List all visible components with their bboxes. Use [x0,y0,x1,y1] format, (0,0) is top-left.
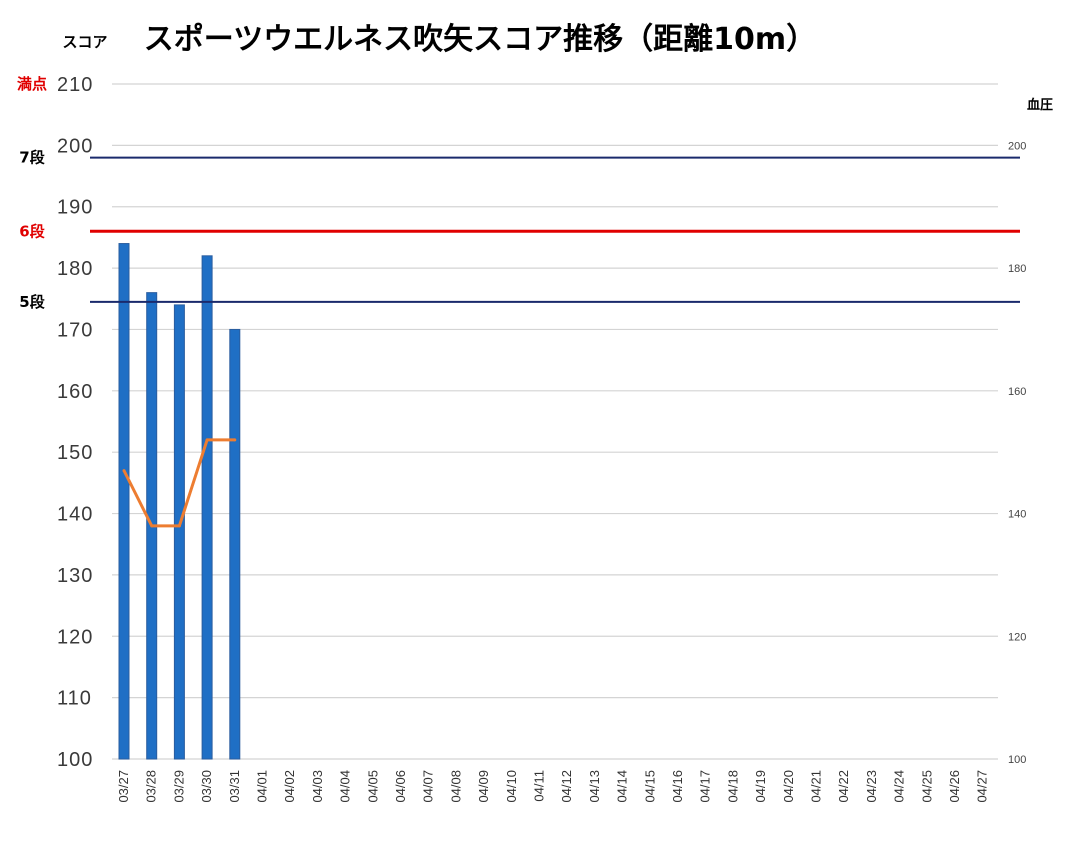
x-tick-label: 04/05 [365,770,380,803]
x-tick-label: 04/21 [809,770,824,803]
y-tick-label: 170 [57,319,93,341]
x-tick-label: 03/27 [116,770,131,803]
x-tick-label: 03/29 [171,770,186,803]
y-tick-label: 130 [57,565,93,587]
y2-tick-label: 100 [1008,754,1026,766]
line-point-03/28 [150,524,154,528]
x-tick-label: 04/01 [255,770,270,803]
x-tick-label: 03/31 [227,770,242,803]
bar-03/29 [173,304,185,760]
y-tick-label: 120 [57,626,93,648]
reference-label: 7段 [19,149,44,167]
x-tick-label: 04/19 [753,770,768,803]
line-point-03/30 [205,438,209,442]
x-tick-label: 04/08 [448,770,463,803]
x-tick-label: 04/11 [532,770,547,802]
x-tick-label: 04/07 [421,770,436,803]
bar-03/27 [118,243,130,760]
bar-series [118,243,241,760]
x-tick-label: 04/12 [559,770,574,803]
x-tick-label: 04/16 [670,770,685,803]
x-tick-label: 04/20 [781,770,796,803]
x-tick-label: 04/24 [892,770,907,803]
y-tick-label: 190 [57,197,93,219]
y-tick-label: 160 [57,381,93,403]
bar-03/30 [201,255,213,760]
y-tick-label: 100 [57,749,93,771]
x-tick-label: 04/04 [338,770,353,803]
reference-label: 5段 [19,293,44,311]
left-axis-ticks: 100 110 120 130 140 150 160 170 180 190 200 210 [57,74,93,771]
x-tick-label: 03/28 [144,770,159,803]
line-point-03/31 [233,438,237,442]
x-tick-label: 04/14 [615,770,630,803]
x-tick-label: 04/23 [864,770,879,803]
x-tick-label: 04/09 [476,770,491,803]
reference-label: 6段 [19,222,44,240]
bar-03/31 [229,328,241,760]
y2-tick-label: 180 [1008,263,1026,275]
x-tick-label: 04/22 [836,770,851,803]
line-point-03/27 [122,469,126,473]
x-axis-ticks: 03/27 03/28 03/29 03/30 03/31 04/01 04/02 04/03… [116,770,990,803]
x-tick-label: 04/25 [919,770,934,803]
y-tick-label: 140 [57,504,93,526]
y-axis-label: スコア [62,33,107,51]
y2-axis-label: 血圧 [1027,97,1053,113]
x-tick-label: 04/17 [698,770,713,803]
y2-tick-label: 160 [1008,386,1026,398]
y-tick-label: 110 [57,688,92,710]
x-tick-label: 04/26 [947,770,962,803]
x-tick-label: 04/06 [393,770,408,803]
right-axis-ticks: 100 120 140 160 180 200 [1008,140,1026,766]
x-tick-label: 04/15 [642,770,657,803]
x-tick-label: 04/27 [975,770,990,803]
y2-tick-label: 120 [1008,631,1026,643]
x-tick-label: 04/10 [504,770,519,803]
y-tick-label: 210 [57,74,93,96]
y-tick-label: 200 [57,135,93,157]
x-tick-label: 04/03 [310,770,325,803]
x-tick-label: 04/13 [587,770,602,803]
line-point-03/29 [177,524,181,528]
y2-tick-label: 200 [1008,140,1026,152]
x-tick-label: 04/18 [725,770,740,803]
reference-label: 満点 [17,75,47,93]
x-tick-label: 03/30 [199,770,214,803]
y-tick-label: 180 [57,258,93,280]
y2-tick-label: 140 [1008,509,1026,521]
line-series [122,438,237,528]
gridlines [112,83,998,760]
y-tick-label: 150 [57,442,93,464]
chart-title: スポーツウエルネス吹矢スコア推移（距離10m） [144,22,816,57]
x-tick-label: 04/02 [282,770,297,803]
reference-lines: 満点 7段 6段 5段 [17,75,1020,311]
